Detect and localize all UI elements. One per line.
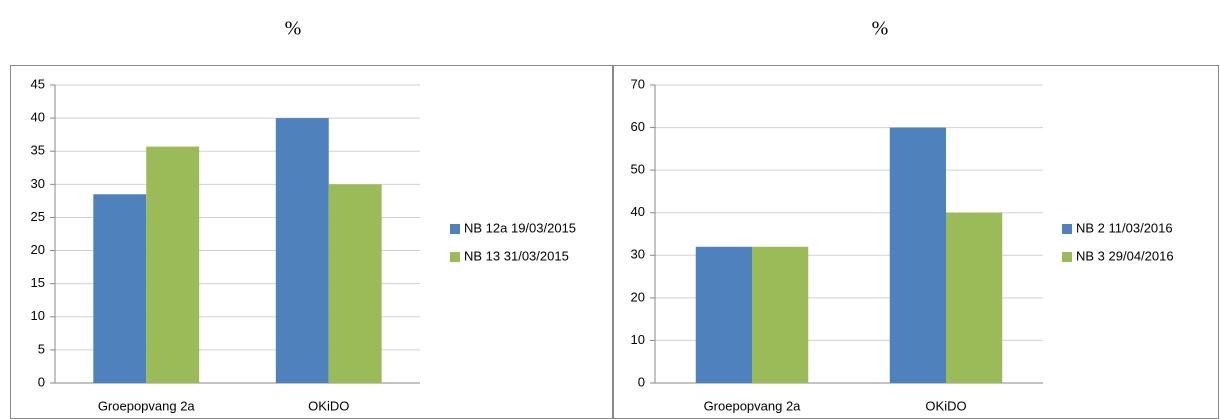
x-tick-label: Groepopvang 2a <box>704 398 802 413</box>
bar <box>328 184 382 383</box>
y-tick-label: 20 <box>31 242 45 257</box>
bar <box>695 246 752 383</box>
y-tick-label: 10 <box>631 332 645 347</box>
y-tick-label: 10 <box>31 308 45 323</box>
y-tick-label: 15 <box>31 275 45 290</box>
y-tick-label: 0 <box>638 374 645 389</box>
y-tick-label: 30 <box>631 247 645 262</box>
y-tick-label: 35 <box>31 143 45 158</box>
legend-swatch <box>1062 252 1072 262</box>
bar <box>946 212 1003 383</box>
legend-label: NB 3 29/04/2016 <box>1076 248 1174 263</box>
bar <box>275 118 329 383</box>
y-tick-label: 5 <box>38 341 45 356</box>
y-tick-label: 20 <box>631 289 645 304</box>
x-tick-label: Groepopvang 2a <box>98 398 196 413</box>
y-tick-label: 25 <box>31 209 45 224</box>
bar <box>889 127 946 383</box>
legend-swatch <box>450 252 460 262</box>
y-tick-label: 50 <box>631 162 645 177</box>
y-tick-label: 40 <box>631 204 645 219</box>
bar <box>93 194 147 383</box>
y-tick-label: 0 <box>38 374 45 389</box>
x-tick-label: OKiDO <box>308 398 349 413</box>
chart-title: % <box>872 18 889 40</box>
legend-label: NB 2 11/03/2016 <box>1076 220 1173 235</box>
bar <box>752 246 809 383</box>
bar <box>146 146 200 383</box>
legend-swatch <box>450 224 460 234</box>
legend-label: NB 12a 19/03/2015 <box>464 220 576 235</box>
y-tick-label: 45 <box>31 76 45 91</box>
y-tick-label: 30 <box>31 176 45 191</box>
y-tick-label: 60 <box>631 119 645 134</box>
legend-swatch <box>1062 224 1072 234</box>
chart-title: % <box>285 18 302 40</box>
y-tick-label: 70 <box>631 76 645 91</box>
y-tick-label: 40 <box>31 110 45 125</box>
x-tick-label: OKiDO <box>925 398 966 413</box>
legend-label: NB 13 31/03/2015 <box>464 248 569 263</box>
